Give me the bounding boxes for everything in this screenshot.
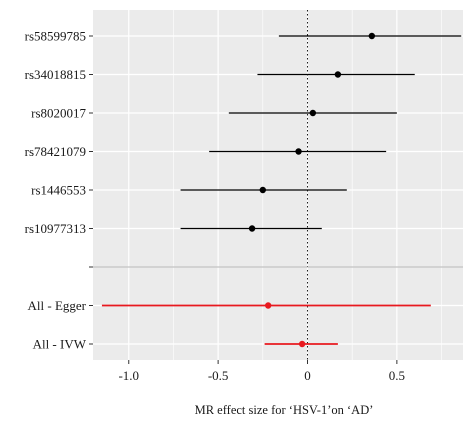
point-estimate-rs58599785 [368, 32, 376, 40]
plot-panel [93, 10, 463, 360]
x-axis-title: MR effect size for ‘HSV-1’on ‘AD’ [195, 403, 374, 417]
point-estimate-rs8020017 [309, 109, 317, 117]
point-estimate-all-egger [264, 302, 272, 309]
x-axis: -1.0 -0.5 0 0.5 [118, 360, 405, 383]
y-tick-label: rs58599785 [25, 29, 86, 44]
point-estimate-rs1446553 [259, 186, 267, 194]
x-tick-label: -1.0 [118, 368, 139, 383]
estimate-marks [93, 32, 463, 348]
y-tick-label: rs8020017 [31, 106, 86, 121]
point-estimate-rs34018815 [334, 71, 342, 78]
y-tick-label: rs1446553 [31, 183, 86, 198]
x-tick-label: 0.5 [389, 368, 405, 383]
y-tick-label: rs34018815 [25, 67, 86, 82]
x-tick-label: -0.5 [208, 368, 229, 383]
point-estimate-rs78421079 [295, 148, 302, 155]
y-tick-label: rs10977313 [25, 221, 86, 236]
y-tick-label: All - Egger [28, 298, 87, 313]
point-estimate-rs10977313 [248, 225, 256, 232]
y-axis: rs58599785 rs34018815 rs8020017 rs78421079 r… [25, 29, 93, 352]
point-estimate-all-ivw [298, 340, 306, 348]
x-tick-label: 0 [304, 368, 311, 383]
y-tick-label: rs78421079 [25, 144, 86, 159]
y-tick-label: All - IVW [33, 337, 87, 352]
